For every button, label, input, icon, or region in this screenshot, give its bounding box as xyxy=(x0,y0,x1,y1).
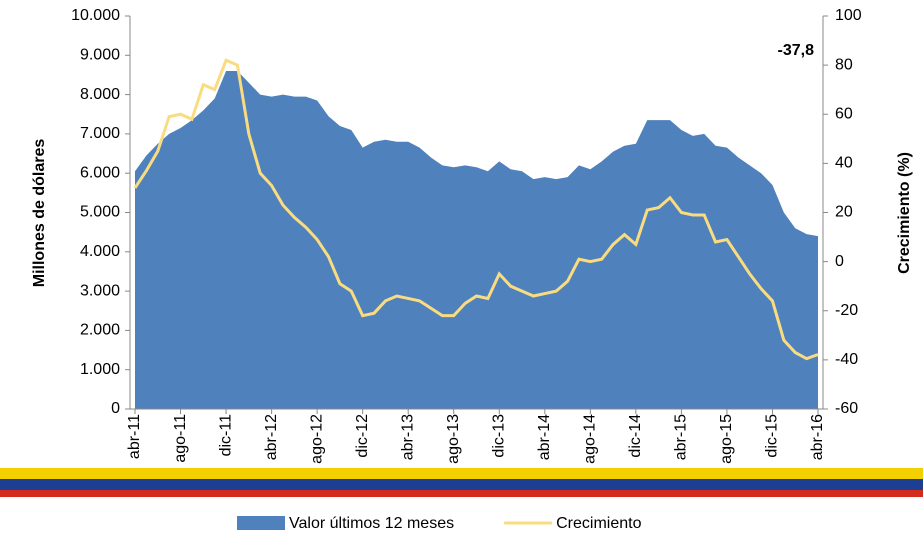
area xyxy=(135,71,818,410)
x-tick-label: abr-15 xyxy=(673,414,690,460)
y-tick-label: 3.000 xyxy=(80,282,120,299)
x-tick-label: ago-13 xyxy=(445,414,462,464)
x-tick-label: abr-11 xyxy=(126,414,143,459)
y2-tick-label: -20 xyxy=(835,302,858,319)
x-tick-label: dic-15 xyxy=(764,414,781,458)
x-tick-label: abr-14 xyxy=(536,414,553,460)
x-tick-label: dic-11 xyxy=(217,414,234,456)
y2-tick-label: 80 xyxy=(835,56,853,73)
y2-tick-label: 100 xyxy=(835,7,862,24)
y-tick-label: 0 xyxy=(111,400,120,417)
y2-axis-title: Crecimiento (%) xyxy=(896,152,913,274)
data-label: -37,8 xyxy=(778,42,815,59)
y-tick-label: 5.000 xyxy=(80,204,120,221)
x-tick-label: ago-15 xyxy=(718,414,735,464)
x-tick-label: abr-13 xyxy=(399,414,416,460)
x-tick-label: ago-11 xyxy=(172,414,189,463)
y2-tick-label: 20 xyxy=(835,204,853,221)
y-tick-label: 8.000 xyxy=(80,86,120,103)
y-tick-label: 2.000 xyxy=(80,322,120,339)
line xyxy=(133,58,819,361)
x-tick-label: ago-12 xyxy=(308,414,325,464)
x-tick-label: dic-12 xyxy=(354,414,371,458)
y2-tick-label: 40 xyxy=(835,155,853,172)
legend-swatch xyxy=(237,516,285,530)
flag-yellow xyxy=(0,468,923,479)
y-tick-label: 9.000 xyxy=(80,47,120,64)
x-tick-label: abr-12 xyxy=(263,414,280,460)
y2-tick-label: 60 xyxy=(835,105,853,122)
x-tick-label: dic-13 xyxy=(490,414,507,458)
y-tick-label: 4.000 xyxy=(80,243,120,260)
y2-tick-label: -60 xyxy=(835,400,858,417)
flag-red xyxy=(0,490,923,497)
x-tick-label: ago-14 xyxy=(582,414,599,464)
y-axis-title: Millones de dólares xyxy=(31,139,48,288)
y-tick-label: 10.000 xyxy=(71,7,120,24)
x-tick-label: dic-14 xyxy=(627,414,644,458)
y-tick-label: 6.000 xyxy=(80,164,120,181)
legend-label: Valor últimos 12 meses xyxy=(289,515,454,532)
y2-tick-label: 0 xyxy=(835,253,844,270)
legend-label: Crecimiento xyxy=(556,515,641,532)
flag-blue xyxy=(0,479,923,490)
y-tick-label: 7.000 xyxy=(80,125,120,142)
y-tick-label: 1.000 xyxy=(80,361,120,378)
x-tick-label: abr-16 xyxy=(809,414,826,460)
y2-tick-label: -40 xyxy=(835,351,858,368)
